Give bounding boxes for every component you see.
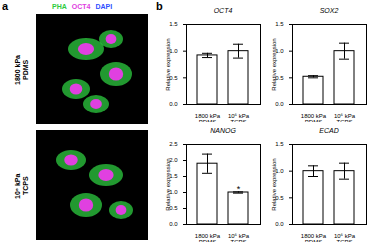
html-text:SOX2: SOX2 [319,7,339,14]
svg-text:2.0: 2.0 [169,157,178,164]
html-text:OCT4: OCT4 [71,3,91,10]
svg-text:*: * [237,184,241,194]
svg-text:1800 kPaPDMS: 1800 kPaPDMS [301,113,327,122]
svg-text:1.0: 1.0 [169,189,178,196]
svg-text:1800 kPaPDMS: 1800 kPaPDMS [195,113,221,122]
html-text:a: a [2,0,9,12]
svg-text:1.5: 1.5 [275,21,284,27]
svg-text:1800 kPaPDMS: 1800 kPaPDMS [301,233,327,242]
svg-text:0.0: 0.0 [169,101,178,107]
svg-text:0.5: 0.5 [169,74,178,81]
svg-text:10⁶ kPaTCPS: 10⁶ kPaTCPS [334,233,356,242]
svg-text:10⁶ kPaTCPS: 10⁶ kPaTCPS [334,113,356,122]
svg-text:2.5: 2.5 [169,141,178,147]
svg-text:1.0: 1.0 [275,48,284,55]
html-text:1800 kPa PDMS: 1800 kPa PDMS [14,55,29,85]
svg-text:1.0: 1.0 [169,48,178,55]
svg-text:Relative expression: Relative expression [165,158,171,210]
svg-text:10⁶ kPaTCPS: 10⁶ kPaTCPS [228,233,250,242]
svg-text:0.5: 0.5 [275,194,284,201]
svg-text:Relative expression: Relative expression [271,38,277,90]
svg-text:Relative expression: Relative expression [271,158,277,210]
svg-text:0.0: 0.0 [275,221,284,227]
html-text:10⁶ kPa TCPS: 10⁶ kPa TCPS [14,173,29,199]
html-text:DAPI: DAPI [95,3,113,10]
html-text:NANOG: NANOG [210,127,236,134]
html-text:PHA: PHA [52,3,67,10]
svg-text:1.0: 1.0 [275,168,284,175]
svg-text:0.0: 0.0 [169,221,178,227]
svg-text:Relative expression: Relative expression [165,38,171,90]
svg-text:0.0: 0.0 [275,101,284,107]
svg-text:1.5: 1.5 [169,21,178,27]
html-text:OCT4: OCT4 [213,7,233,14]
html-text:b: b [156,0,163,12]
svg-text:1800 kPaPDMS: 1800 kPaPDMS [195,233,221,242]
svg-text:1.5: 1.5 [275,141,284,147]
svg-text:0.5: 0.5 [275,74,284,81]
html-text:ECAD: ECAD [319,127,339,134]
svg-text:10⁶ kPaTCPS: 10⁶ kPaTCPS [228,113,250,122]
svg-text:1.5: 1.5 [169,173,178,180]
svg-text:0.5: 0.5 [169,205,178,212]
